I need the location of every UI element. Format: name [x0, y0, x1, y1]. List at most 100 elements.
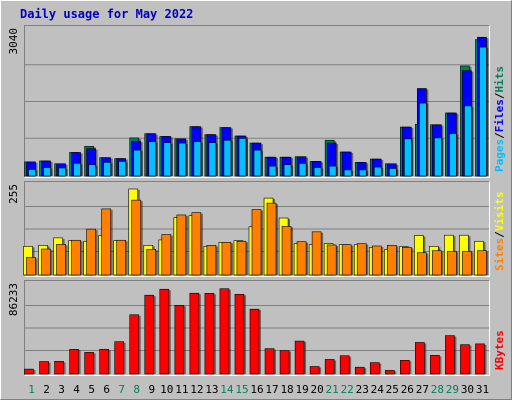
x-tick-label: 9: [148, 383, 155, 396]
legend-entry: Visits: [493, 192, 506, 232]
x-tick-label: 27: [416, 383, 429, 396]
legend-entry: /: [493, 231, 506, 238]
bar-sites-7: [116, 239, 127, 276]
x-tick-label: 29: [446, 383, 459, 396]
bar-kbytes-15: [234, 294, 245, 375]
plot-bevel-light: [24, 181, 490, 277]
x-tick-label: 28: [431, 383, 444, 396]
bar-pages-16: [253, 149, 262, 177]
bar-sites-14: [221, 241, 232, 276]
bar-kbytes-10: [159, 288, 170, 375]
x-tick-label: 10: [160, 383, 173, 396]
bar-pages-30: [464, 105, 472, 177]
bar-sites-25: [386, 245, 397, 276]
bar-pages-2: [43, 167, 51, 177]
bar-sites-16: [251, 209, 262, 276]
x-tick-label: 8: [133, 383, 140, 396]
plot-bevel-light: [24, 25, 490, 178]
bar-kbytes-2: [39, 361, 49, 375]
x-tick-label: 13: [205, 383, 218, 396]
x-tick-label: 19: [295, 383, 308, 396]
bar-sites-10: [161, 234, 172, 276]
bar-kbytes-13: [204, 293, 215, 375]
bar-sites-5: [86, 228, 96, 276]
bar-pages-11: [178, 142, 187, 177]
bar-pages-7: [118, 161, 127, 177]
bar-sites-19: [296, 241, 307, 276]
bar-sites-22: [341, 244, 352, 276]
x-tick-label: 20: [311, 383, 324, 396]
bar-pages-19: [298, 162, 307, 177]
bar-pages-29: [449, 133, 457, 177]
bar-kbytes-6: [99, 348, 109, 375]
bar-pages-9: [148, 141, 157, 177]
x-tick-label: 2: [43, 383, 50, 396]
bar-sites-18: [281, 226, 292, 276]
bar-kbytes-21: [324, 359, 335, 375]
panel-kbytes: 86233 KBytes: [7, 280, 506, 376]
x-tick-label: 16: [250, 383, 263, 396]
bar-kbytes-22: [339, 355, 350, 375]
bar-pages-17: [268, 165, 277, 177]
bar-sites-29: [447, 251, 457, 276]
legend-entry: Sites: [493, 238, 506, 271]
x-tick-label: 25: [386, 383, 399, 396]
bar-kbytes-1: [24, 368, 34, 375]
bar-kbytes-16: [249, 308, 260, 375]
bar-pages-26: [404, 138, 412, 177]
legend-entry: Hits: [493, 66, 506, 93]
bar-pages-8: [133, 149, 142, 177]
x-tick-label: 6: [103, 383, 110, 396]
bar-pages-12: [193, 141, 202, 177]
plot-bevel-dark: [24, 181, 490, 277]
bar-kbytes-7: [114, 341, 125, 375]
legend-entry: Pages: [493, 139, 506, 172]
x-tick-label: 4: [73, 383, 80, 396]
bar-pages-20: [313, 167, 322, 177]
bar-pages-15: [238, 138, 247, 177]
bar-pages-21: [328, 165, 337, 177]
x-tick-label: 15: [235, 383, 248, 396]
bar-kbytes-20: [309, 366, 320, 375]
bar-pages-10: [163, 142, 172, 177]
bar-sites-15: [236, 240, 247, 276]
bar-kbytes-11: [174, 304, 185, 375]
bar-sites-12: [191, 212, 202, 276]
x-tick-label: 30: [461, 383, 474, 396]
bar-sites-9: [146, 249, 157, 276]
bar-kbytes-25: [384, 370, 395, 375]
bar-pages-23: [358, 169, 367, 177]
bar-sites-27: [417, 252, 427, 276]
x-tick-label: 22: [341, 383, 354, 396]
bar-pages-6: [103, 162, 111, 177]
legend-visits-sites: Sites/Visits: [493, 192, 506, 272]
x-tick-label: 23: [356, 383, 369, 396]
bar-sites-20: [311, 231, 322, 276]
x-tick-label: 31: [476, 383, 489, 396]
plot-bevel-dark: [24, 25, 490, 178]
bar-sites-4: [71, 239, 81, 276]
bar-kbytes-24: [369, 362, 380, 375]
bar-kbytes-29: [445, 335, 455, 375]
bar-sites-8: [131, 199, 142, 276]
bar-sites-1: [26, 257, 36, 276]
bar-sites-24: [371, 245, 382, 276]
bar-kbytes-4: [69, 349, 79, 375]
bar-kbytes-23: [354, 366, 365, 375]
bar-pages-18: [283, 164, 292, 177]
panel-visits-sites: 255 Sites/Visits: [7, 181, 506, 277]
bar-pages-3: [58, 167, 66, 177]
y-max-label: 255: [7, 184, 20, 204]
legend-entry: /: [493, 92, 506, 99]
bar-sites-6: [101, 208, 111, 276]
x-tick-label: 5: [88, 383, 95, 396]
bar-pages-1: [28, 169, 36, 177]
y-max-label: 86233: [7, 283, 20, 316]
bar-sites-26: [402, 247, 412, 276]
x-tick-label: 21: [326, 383, 339, 396]
bar-kbytes-19: [294, 340, 305, 375]
plot-bevel-light: [24, 280, 490, 376]
x-tick-label: 11: [175, 383, 188, 396]
bar-kbytes-17: [264, 348, 275, 375]
